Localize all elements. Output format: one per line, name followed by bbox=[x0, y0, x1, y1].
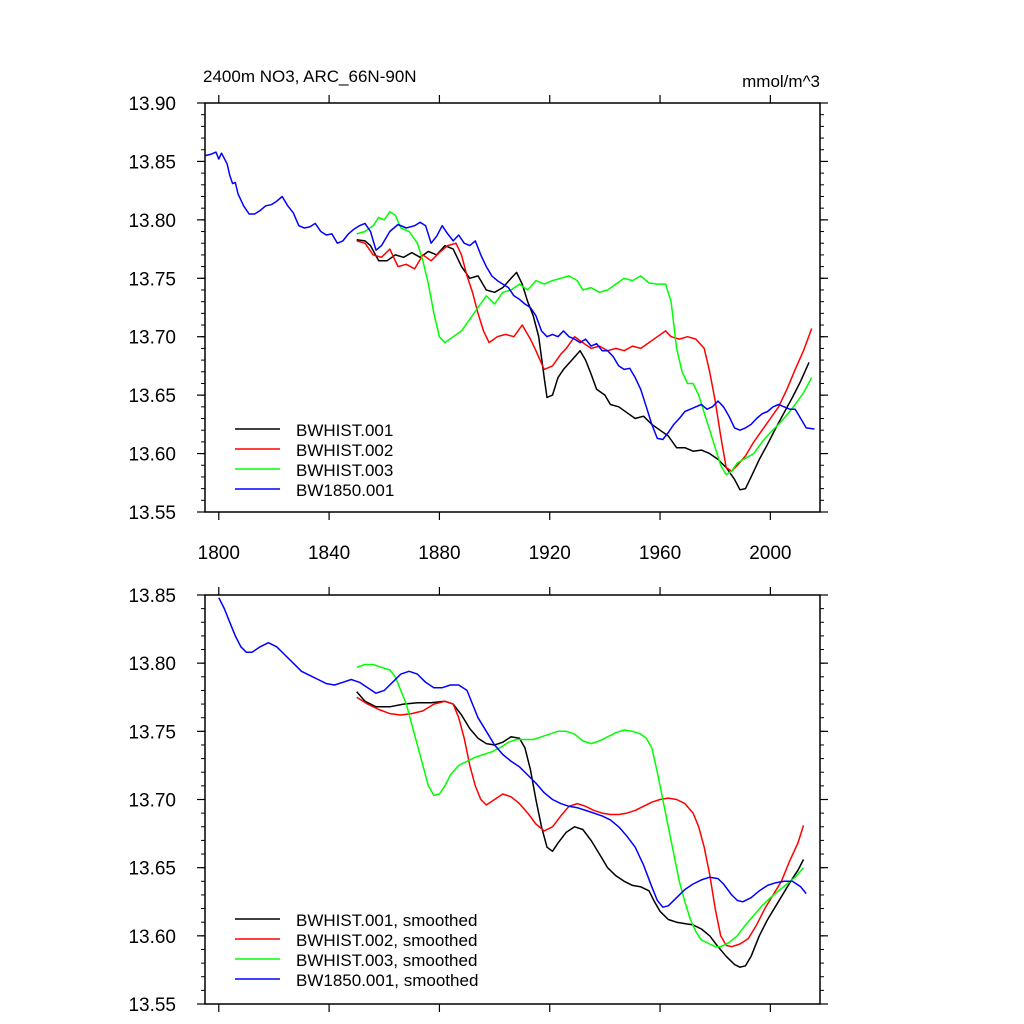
legend-label: BWHIST.001, smoothed bbox=[296, 911, 477, 930]
series-lines bbox=[204, 151, 815, 491]
y-tick-label: 13.80 bbox=[128, 654, 176, 675]
legend-label: BWHIST.001 bbox=[296, 421, 393, 440]
axis-ticks: 13.55 13.60 13.65 13.70 13.75 13.80 13.85 bbox=[128, 586, 828, 1016]
x-tick-label: 1880 bbox=[418, 543, 460, 564]
legend-label: BW1850.001, smoothed bbox=[296, 971, 478, 990]
series-line bbox=[356, 240, 813, 472]
x-tick-label: 1960 bbox=[639, 543, 681, 564]
axis-ticks: 13.55 13.60 13.65 13.70 13.75 13.80 13.85 13.90… bbox=[128, 94, 828, 564]
x-tick-label: 1800 bbox=[198, 543, 240, 564]
chart-panel-top: 2400m NO3, ARC_66N-90N mmol/m^3 13.5513.… bbox=[128, 67, 828, 564]
series-line bbox=[356, 696, 805, 948]
y-tick-label: 13.85 bbox=[128, 586, 176, 607]
x-tick-label: 1840 bbox=[308, 543, 350, 564]
series-lines bbox=[218, 597, 807, 968]
chart-panel-bottom: 13.55 13.60 13.65 13.70 13.75 13.80 13.85 BWHI… bbox=[128, 586, 828, 1016]
legend-label: BWHIST.002 bbox=[296, 441, 393, 460]
y-tick-label: 13.55 bbox=[128, 503, 176, 524]
chart-units: mmol/m^3 bbox=[742, 72, 820, 91]
y-tick-label: 13.65 bbox=[128, 386, 176, 407]
y-tick-label: 13.65 bbox=[128, 859, 176, 880]
series-line bbox=[356, 210, 813, 476]
series-line bbox=[356, 238, 810, 491]
legend-label: BWHIST.003, smoothed bbox=[296, 951, 477, 970]
plot-frame bbox=[204, 102, 821, 513]
series-line bbox=[356, 691, 805, 968]
y-tick-label: 13.75 bbox=[128, 269, 176, 290]
y-tick-label: 13.60 bbox=[128, 445, 176, 466]
y-tick-label: 13.80 bbox=[128, 211, 176, 232]
y-tick-label: 13.60 bbox=[128, 927, 176, 948]
x-tick-label: 1920 bbox=[529, 543, 571, 564]
y-tick-label: 13.70 bbox=[128, 791, 176, 812]
y-tick-label: 13.75 bbox=[128, 722, 176, 743]
y-tick-label: 13.70 bbox=[128, 328, 176, 349]
legend-label: BWHIST.002, smoothed bbox=[296, 931, 477, 950]
x-tick-label: 2000 bbox=[749, 543, 791, 564]
series-line bbox=[204, 151, 815, 441]
legend-label: BWHIST.003 bbox=[296, 461, 393, 480]
chart-title: 2400m NO3, ARC_66N-90N bbox=[203, 67, 417, 86]
y-tick-label: 13.55 bbox=[128, 995, 176, 1016]
legend-label: BW1850.001 bbox=[296, 481, 394, 500]
y-tick-label: 13.85 bbox=[128, 152, 176, 173]
y-tick-label: 13.90 bbox=[128, 94, 176, 115]
series-line bbox=[356, 663, 805, 948]
series-line bbox=[218, 597, 807, 908]
